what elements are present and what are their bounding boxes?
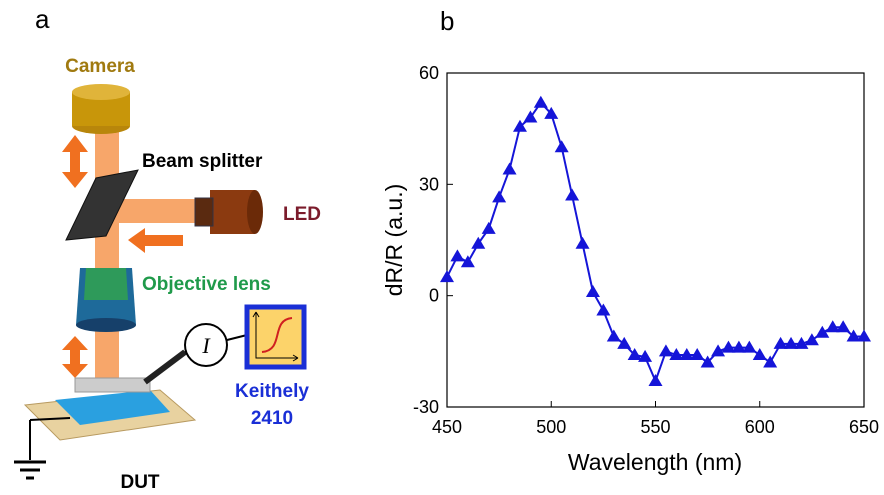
probe — [143, 349, 187, 385]
keithley-icon — [261, 317, 293, 353]
y-axis-label: dR/R (a.u.) — [381, 184, 407, 296]
arrow — [62, 336, 88, 378]
electrode — [74, 377, 151, 393]
x-axis-label: Wavelength (nm) — [568, 449, 742, 475]
data-point — [523, 110, 538, 123]
data-point — [502, 162, 517, 175]
led — [194, 197, 214, 227]
label: I — [201, 333, 211, 358]
panel-label: a — [35, 4, 50, 34]
y-tick-label: 0 — [429, 286, 439, 306]
label: Camera — [65, 56, 135, 77]
data-point — [731, 340, 746, 353]
data-point — [836, 320, 851, 333]
data-point — [575, 236, 590, 249]
data-point — [617, 336, 632, 349]
y-tick-label: 30 — [419, 174, 439, 194]
data-point — [565, 188, 580, 201]
arrow — [128, 228, 183, 253]
device — [55, 390, 170, 425]
plot-frame — [446, 72, 865, 408]
objective-lens — [84, 268, 128, 300]
data-point — [440, 270, 454, 283]
data-point — [721, 340, 736, 353]
data-point — [794, 336, 809, 349]
arrow — [62, 135, 88, 188]
data-point — [669, 348, 684, 361]
label: LED — [283, 204, 321, 225]
data-point — [638, 349, 653, 362]
data-point — [658, 344, 673, 357]
data-point — [533, 95, 548, 108]
data-point — [471, 236, 486, 249]
y-tick-label: -30 — [413, 397, 439, 417]
data-point — [450, 249, 465, 262]
label: Keithely — [235, 381, 309, 402]
data-point — [512, 119, 527, 132]
data-point — [763, 355, 778, 368]
keithley-icon — [252, 311, 299, 362]
led — [247, 190, 263, 234]
data-point — [627, 348, 642, 361]
camera-top — [72, 84, 130, 100]
data-point — [492, 190, 507, 203]
setup-diagram — [14, 84, 307, 480]
data-point — [690, 348, 705, 361]
wire — [226, 334, 248, 341]
x-tick-label: 500 — [536, 417, 566, 437]
data-point — [752, 348, 767, 361]
data-point — [804, 333, 819, 346]
data-point — [544, 106, 559, 119]
data-point — [585, 284, 600, 297]
label: DUT — [120, 472, 159, 493]
beam — [95, 128, 119, 390]
panel-label: b — [440, 6, 454, 36]
x-tick-label: 450 — [432, 417, 462, 437]
data-point — [679, 348, 694, 361]
data-point — [554, 140, 569, 153]
data-point — [481, 221, 496, 234]
label: Beam splitter — [142, 151, 263, 172]
label: 2410 — [251, 408, 293, 429]
beam-splitter — [65, 169, 139, 241]
ammeter — [184, 323, 228, 367]
data-point — [825, 320, 840, 333]
label: Objective lens — [142, 274, 271, 295]
x-tick-label: 600 — [745, 417, 775, 437]
data-point — [857, 329, 871, 342]
x-tick-label: 650 — [849, 417, 879, 437]
data-point — [460, 255, 475, 268]
data-point — [815, 325, 830, 338]
data-point — [711, 344, 726, 357]
data-point — [784, 336, 799, 349]
data-point — [700, 355, 715, 368]
data-point — [742, 340, 757, 353]
data-point — [596, 303, 611, 316]
ground-wire — [29, 417, 71, 421]
y-tick-label: 60 — [419, 63, 439, 83]
data-point — [773, 336, 788, 349]
x-tick-label: 550 — [640, 417, 670, 437]
objective-lens — [76, 318, 136, 332]
data-point — [606, 329, 621, 342]
data-point — [648, 374, 663, 387]
data-point — [846, 329, 861, 342]
